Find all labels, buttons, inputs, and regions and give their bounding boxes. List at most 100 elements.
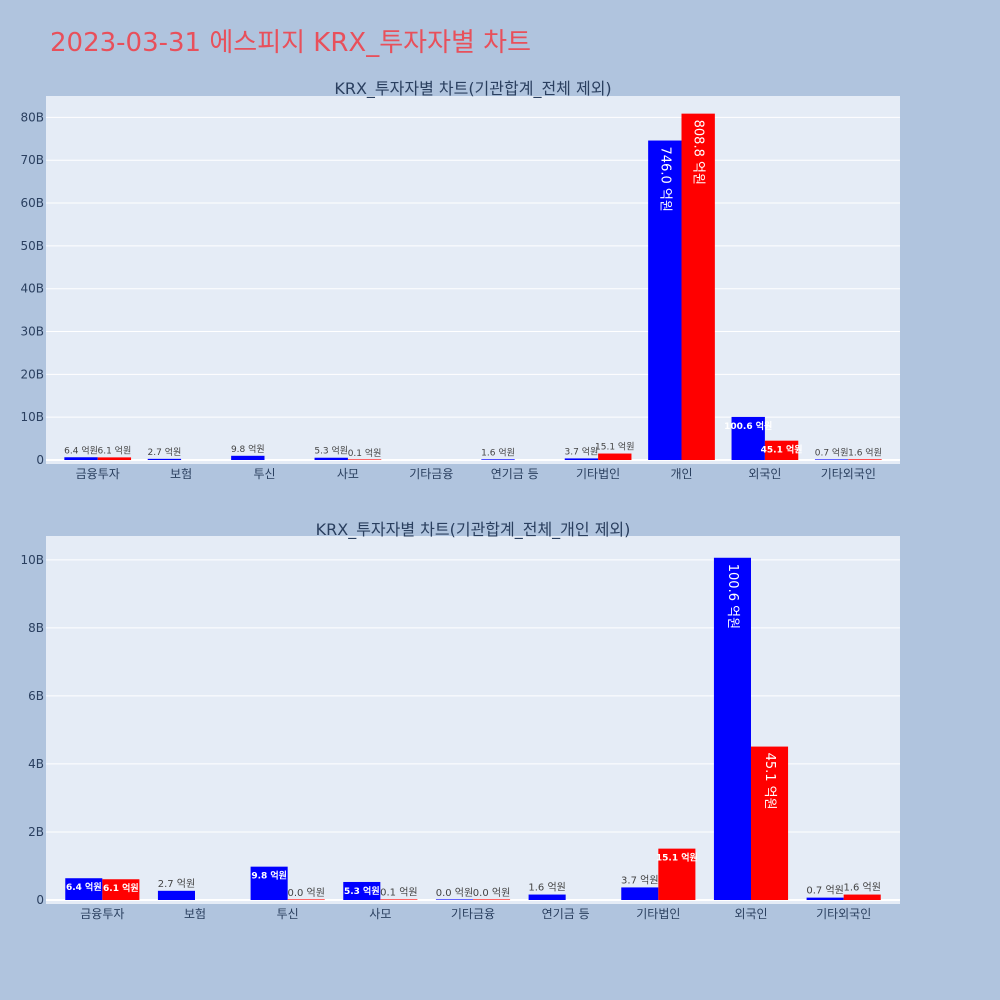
bar-value-label: 1.6 억원	[843, 882, 880, 894]
bar-value-label: 0.7 억원	[806, 885, 843, 897]
chart-title: KRX_투자자별 차트(기관합계_전체 제외)	[334, 79, 611, 99]
bar-sell	[347, 459, 382, 460]
bar-value-label: 9.8 억원	[231, 443, 265, 455]
bar-sell	[843, 894, 881, 900]
x-tick-label: 기타금융	[409, 467, 453, 481]
x-tick-label: 기타법인	[576, 467, 620, 481]
bar-buy	[731, 416, 765, 460]
bar-value-label: 2.7 억원	[158, 878, 195, 890]
x-tick-label: 투신	[277, 907, 299, 921]
bar-buy	[157, 890, 195, 900]
bar-value-label: 15.1 억원	[595, 441, 634, 453]
bar-buy	[713, 557, 751, 900]
bar-buy	[564, 458, 599, 460]
y-tick-label: 0	[36, 453, 44, 467]
bar-value-label: 2.7 억원	[148, 446, 182, 458]
bar-buy	[147, 458, 182, 460]
y-tick-label: 10B	[20, 410, 44, 424]
y-tick-label: 6B	[28, 689, 44, 703]
y-tick-label: 2B	[28, 825, 44, 839]
x-tick-label: 기타외국인	[816, 907, 871, 921]
bar-sell	[102, 879, 140, 900]
bar-value-label: 1.6 억원	[528, 882, 565, 894]
y-tick-label: 30B	[20, 325, 44, 339]
chart-institution-excluded: 0 10B 20B 30B 40B 50B 60B 70B 80B KRX_투자자별 차트(기관합…	[20, 79, 900, 481]
page-title: 2023-03-31 에스피지 KRX_투자자별 차트	[50, 28, 532, 58]
bar-value-label: 746.0 억원	[657, 147, 672, 212]
y-tick-label: 50B	[20, 239, 44, 253]
bar-value-label: 45.1 억원	[761, 444, 803, 456]
x-tick-label: 기타금융	[451, 907, 495, 921]
bar-sell	[764, 440, 799, 460]
bar-buy	[343, 881, 381, 900]
x-tick-label: 투신	[253, 467, 275, 481]
bar-sell	[848, 459, 882, 460]
x-tick-label: 보험	[170, 467, 192, 481]
bar-value-label: 0.0 억원	[287, 887, 324, 899]
bar-sell	[380, 899, 418, 900]
x-tick-label: 연기금 등	[542, 907, 590, 921]
bar-value-label: 100.6 억원	[724, 420, 772, 432]
x-tick-label: 금융투자	[76, 467, 120, 481]
chart-individual-excluded: 0 2B 4B 6B 8B 10B KRX_투자자별 차트(기관합계_전체_개인 제외) 금융…	[20, 520, 900, 921]
bar-value-label: 6.1 억원	[98, 444, 132, 456]
y-tick-label: 10B	[20, 553, 44, 567]
bar-sell	[473, 899, 511, 900]
y-tick-label: 8B	[28, 621, 44, 635]
bar-value-label: 1.6 억원	[481, 446, 515, 458]
x-tick-label: 외국인	[734, 907, 767, 921]
bar-value-label: 0.1 억원	[348, 447, 382, 459]
bar-value-label: 0.0 억원	[436, 887, 473, 899]
bar-sell	[681, 113, 715, 460]
bar-buy	[314, 457, 348, 460]
bar-buy	[814, 459, 849, 460]
y-tick-label: 20B	[20, 367, 44, 381]
y-tick-label: 0	[36, 893, 44, 907]
bar-sell	[287, 899, 325, 900]
bar-sell	[658, 848, 696, 900]
x-tick-label: 외국인	[748, 467, 781, 481]
bar-value-label: 6.4 억원	[64, 444, 98, 456]
x-tick-label: 보험	[184, 907, 206, 921]
x-tick-label: 기타외국인	[821, 467, 876, 481]
y-tick-label: 4B	[28, 757, 44, 771]
bar-buy	[65, 878, 103, 900]
bar-buy	[231, 455, 265, 460]
plot-area	[46, 96, 900, 464]
bar-value-label: 5.3 억원	[344, 885, 380, 897]
bar-buy	[528, 894, 566, 900]
x-tick-label: 개인	[670, 467, 692, 481]
y-tick-label: 40B	[20, 282, 44, 296]
bar-buy	[648, 140, 682, 460]
bar-value-label: 100.6 억원	[725, 564, 740, 629]
bar-sell	[97, 457, 132, 460]
bar-sell	[598, 453, 632, 460]
bar-buy	[481, 459, 515, 460]
bar-buy	[806, 897, 844, 900]
bar-value-label: 0.1 억원	[380, 887, 417, 899]
bar-value-label: 3.7 억원	[621, 874, 658, 886]
bar-value-label: 15.1 억원	[656, 852, 698, 864]
bar-buy	[64, 457, 98, 460]
x-tick-label: 기타법인	[636, 907, 680, 921]
x-tick-label: 사모	[337, 467, 359, 481]
x-tick-label: 연기금 등	[491, 467, 539, 481]
bar-value-label: 3.7 억원	[565, 445, 599, 457]
bar-value-label: 9.8 억원	[251, 870, 287, 882]
bar-value-label: 0.7 억원	[815, 447, 849, 459]
bar-buy	[250, 866, 288, 900]
y-tick-label: 80B	[20, 110, 44, 124]
bar-buy	[621, 887, 659, 900]
bar-value-label: 0.0 억원	[473, 887, 510, 899]
bar-sell	[751, 746, 789, 900]
bar-value-label: 808.8 억원	[691, 120, 706, 185]
chart-title: KRX_투자자별 차트(기관합계_전체_개인 제외)	[316, 520, 631, 540]
bar-value-label: 6.1 억원	[103, 882, 139, 894]
bar-buy	[435, 899, 473, 900]
y-tick-label: 70B	[20, 153, 44, 167]
bar-value-label: 6.4 억원	[66, 881, 102, 893]
x-tick-label: 사모	[369, 907, 391, 921]
x-tick-label: 금융투자	[80, 907, 124, 921]
bar-value-label: 1.6 억원	[848, 446, 882, 458]
